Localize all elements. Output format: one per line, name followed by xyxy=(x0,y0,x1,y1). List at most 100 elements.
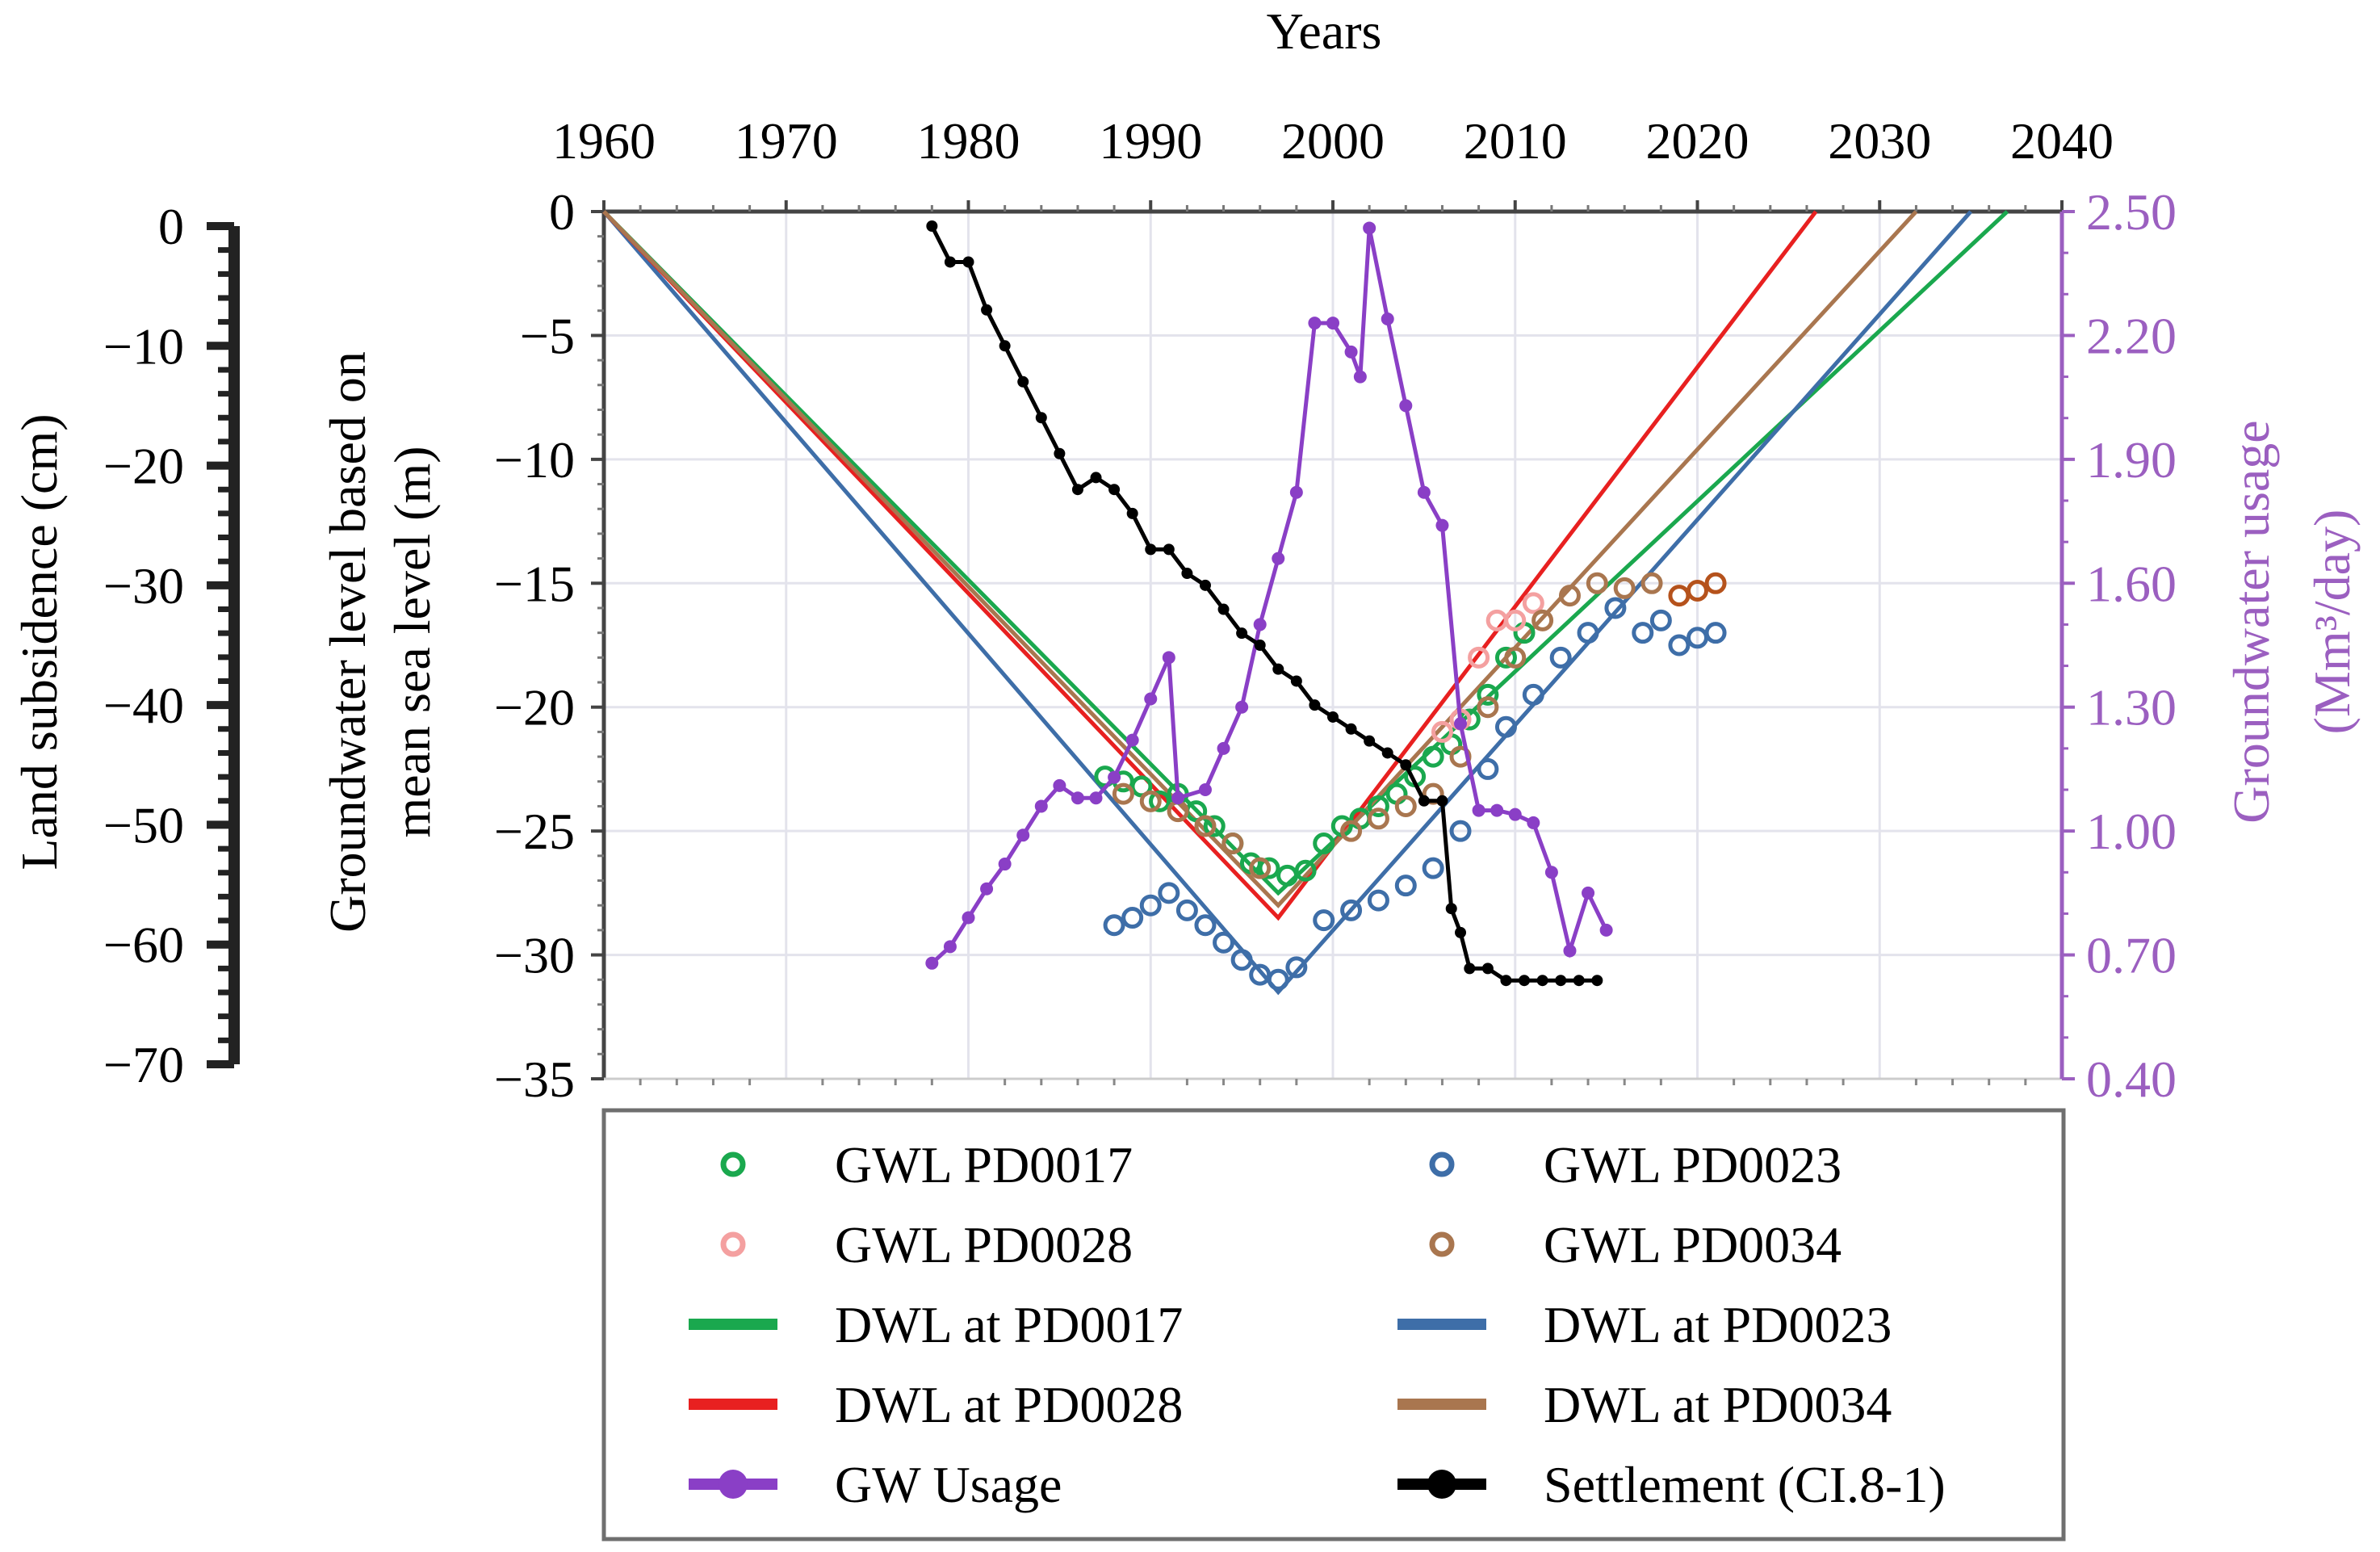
usage-axis-title-line1: Groundwater usage xyxy=(2223,420,2280,823)
gwl-point xyxy=(1249,857,1272,879)
gwl-point xyxy=(1549,646,1572,669)
gwl-point xyxy=(1203,815,1226,837)
usage-point xyxy=(980,882,994,896)
usage-point xyxy=(1508,807,1522,821)
usage-line xyxy=(930,227,1608,965)
gwl-point xyxy=(1121,907,1144,929)
x-tick-label: 1960 xyxy=(552,112,656,170)
usage-point xyxy=(1363,221,1376,235)
gwl-point xyxy=(1504,609,1527,631)
gwl-point xyxy=(1449,820,1472,842)
settlement-point xyxy=(1254,640,1266,651)
settlement-point xyxy=(1555,975,1567,987)
gwl-point xyxy=(1112,782,1134,805)
legend-label: DWL at PD0028 xyxy=(835,1376,1183,1433)
gwl-tick-label: −15 xyxy=(494,555,575,612)
gwl-point xyxy=(1649,609,1672,631)
usage-point xyxy=(1353,370,1367,384)
settlement-point xyxy=(981,304,993,316)
legend-label: GWL PD0017 xyxy=(835,1136,1133,1193)
dwl-line xyxy=(602,210,2009,896)
usage-point xyxy=(1253,618,1267,631)
usage-tick-label: 1.60 xyxy=(2086,555,2177,612)
gwl-point xyxy=(1640,572,1663,594)
usage-tick-label: 2.50 xyxy=(2086,183,2177,241)
gwl-point xyxy=(1367,795,1389,817)
gwl-point xyxy=(1477,683,1499,706)
usage-point xyxy=(1527,816,1540,829)
settlement-point xyxy=(1464,963,1476,975)
settlement-point xyxy=(1309,699,1321,711)
x-tick-label: 2040 xyxy=(2010,112,2114,170)
subsidence-tick-label: −20 xyxy=(103,438,184,495)
gwl-point xyxy=(1477,757,1499,780)
settlement-point xyxy=(1071,484,1083,496)
settlement-point xyxy=(1217,603,1230,615)
settlement-point xyxy=(1345,723,1357,735)
legend-box xyxy=(601,1108,2066,1542)
gwl-point xyxy=(1175,899,1198,921)
settlement-point xyxy=(1418,795,1430,807)
settlement-point xyxy=(1327,711,1339,723)
gwl-tick-label: 0 xyxy=(549,183,575,241)
gwl-axis-title-line2: mean sea level (m) xyxy=(383,446,441,837)
usage-point xyxy=(1235,700,1249,714)
settlement-point xyxy=(1364,735,1376,747)
usage-point xyxy=(1016,828,1030,842)
usage-point xyxy=(1162,651,1175,665)
gwl-tick-label: −25 xyxy=(494,803,575,860)
gwl-point xyxy=(1431,720,1453,743)
x-axis-title: Years xyxy=(1267,2,1382,60)
settlement-point xyxy=(1591,975,1603,987)
settlement-point xyxy=(1163,543,1175,556)
gwl-point xyxy=(1604,597,1627,619)
usage-point xyxy=(1454,717,1468,731)
gwl-point xyxy=(1687,579,1708,602)
settlement-point xyxy=(1400,759,1412,771)
subsidence-axis-title: Land subsidence (cm) xyxy=(10,413,68,870)
dwl-line xyxy=(602,210,1918,908)
usage-point xyxy=(1198,783,1212,796)
legend-label: DWL at PD0023 xyxy=(1544,1296,1892,1353)
usage-point xyxy=(943,940,957,954)
x-tick-label: 1980 xyxy=(917,112,1020,170)
settlement-point xyxy=(1519,975,1531,987)
dwl-line xyxy=(602,210,1972,996)
settlement-point xyxy=(1236,627,1248,640)
legend-marker-circle xyxy=(720,1151,746,1177)
usage-point xyxy=(962,911,975,925)
usage-point xyxy=(1599,923,1613,937)
gwl-point xyxy=(1313,909,1335,932)
usage-point xyxy=(1472,803,1485,817)
usage-point xyxy=(1308,317,1322,330)
subsidence-tick-label: −70 xyxy=(103,1036,184,1093)
gwl-tick-label: −35 xyxy=(494,1051,575,1108)
legend-label: Settlement (CI.8-1) xyxy=(1544,1456,1946,1513)
gwl-point xyxy=(1704,572,1727,594)
data-layer xyxy=(602,210,2009,996)
settlement-point xyxy=(1436,795,1448,807)
subsidence-tick-label: −50 xyxy=(103,796,184,854)
settlement-point xyxy=(1108,484,1121,496)
legend-marker-circle xyxy=(1429,1151,1455,1177)
gwl-point xyxy=(1285,956,1308,979)
settlement-point xyxy=(1145,543,1157,556)
usage-point xyxy=(1089,791,1103,805)
gwl-point xyxy=(1494,715,1517,738)
gwl-point xyxy=(1385,782,1408,805)
gwl-point xyxy=(1221,832,1244,854)
x-tick-label: 2010 xyxy=(1464,112,1567,170)
gwl-tick-label: −5 xyxy=(520,307,575,364)
gwl-point xyxy=(1194,815,1217,837)
gwl-point xyxy=(1267,968,1289,991)
gwl-point xyxy=(1704,622,1727,644)
x-tick-label: 1970 xyxy=(735,112,838,170)
gwl-point xyxy=(1440,733,1463,756)
gwl-point xyxy=(1340,820,1363,842)
settlement-point xyxy=(944,256,956,268)
legend-label: GWL PD0034 xyxy=(1544,1216,1842,1273)
settlement-point xyxy=(1126,507,1138,519)
settlement-point xyxy=(1445,903,1457,915)
gwl-point xyxy=(1213,931,1235,954)
